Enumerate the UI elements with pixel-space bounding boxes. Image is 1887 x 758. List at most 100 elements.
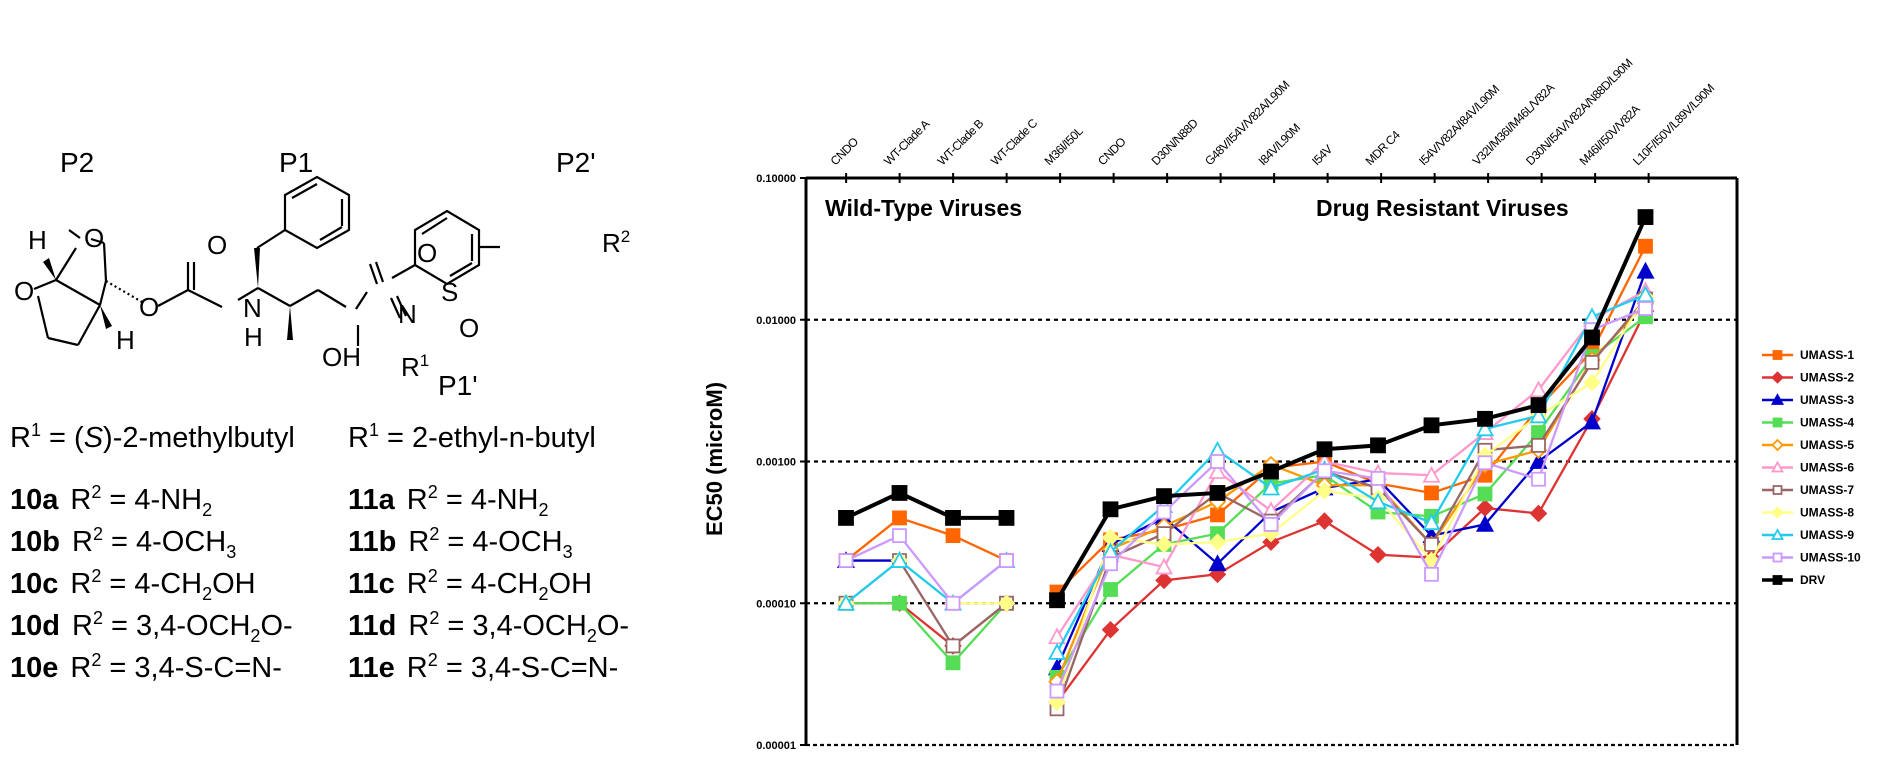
legend-item-umass-6: UMASS-6 [1762, 461, 1854, 475]
x-category-label: D30N/N88D [1149, 116, 1201, 168]
legend-swatch-marker [1771, 371, 1784, 384]
data-point-umass-10 [1424, 566, 1439, 582]
y-axis-title: EC50 (microM) [702, 382, 727, 536]
legend-swatch-marker [1772, 552, 1783, 563]
data-point-umass-2 [1369, 545, 1387, 564]
compound-id: 10e [10, 652, 58, 684]
legend-swatch-marker [1772, 575, 1783, 585]
atom-o-sulfonyl2: O [459, 313, 479, 343]
series-umass-6 [1047, 281, 1655, 645]
atom-o-ester: O [139, 292, 159, 322]
data-point-umass-7 [1531, 437, 1546, 453]
y-axis-ticks: 0.10000 0.01000 0.00100 0.00010 0.00001 [756, 173, 806, 752]
x-category-label: M36I/I50L [1042, 124, 1086, 168]
compound-row-11d: 11d R2 = 3,4-OCH2O- [348, 608, 629, 646]
data-point-umass-3 [1475, 514, 1495, 532]
legend-swatch-marker [1771, 506, 1784, 519]
data-point-umass-10 [999, 553, 1014, 568]
legend-item-umass-4: UMASS-4 [1762, 416, 1854, 430]
compound-row-11a: 11a R2 = 4-NH2 [348, 482, 549, 520]
r1-definition-left: R1 = (S)-2-methylbutyl [10, 420, 295, 454]
data-point-umass-9 [836, 593, 856, 611]
compound-row-10a: 10a R2 = 4-NH2 [10, 482, 212, 520]
legend-swatch-marker [1772, 350, 1783, 360]
compound-id: 10a [10, 484, 59, 516]
site-label-p1-prime: P1' [438, 370, 478, 401]
x-category-label: MDR C4 [1363, 128, 1404, 169]
atom-o-ring2: O [14, 276, 34, 306]
data-point-drv [1637, 209, 1654, 225]
data-point-umass-8 [1048, 693, 1066, 712]
data-point-umass-1 [892, 510, 907, 526]
compound-id: 11a [348, 484, 396, 516]
compound-row-10e: 10e R2 = 3,4-S-C=N- [10, 650, 282, 684]
data-point-umass-9 [890, 551, 909, 568]
x-category-label: CNDO [828, 135, 861, 168]
series-line-umass-2 [846, 602, 1008, 648]
legend-label: UMASS-7 [1800, 483, 1854, 497]
series-line-umass-10 [845, 534, 1008, 605]
data-point-drv [998, 510, 1015, 526]
series-group [836, 209, 1655, 717]
x-category-label: CNDO [1095, 135, 1128, 168]
atom-o-carbonyl: O [207, 230, 227, 260]
series-drv [838, 209, 1654, 609]
data-point-umass-8 [1155, 535, 1173, 554]
data-point-umass-9 [1475, 419, 1495, 437]
data-point-umass-8 [1583, 373, 1601, 392]
substituent-table: R1 = (S)-2-methylbutyl R1 = 2-ethyl-n-bu… [10, 420, 629, 684]
data-point-umass-10 [1317, 463, 1332, 479]
data-point-umass-3 [1636, 261, 1655, 279]
series-line-umass-4 [1056, 315, 1647, 678]
compound-id: 11b [348, 526, 396, 558]
x-category-label: WT-Clade A [881, 117, 932, 168]
x-category-label: I54V [1309, 142, 1335, 168]
data-point-umass-6 [1154, 557, 1174, 575]
legend-label: UMASS-5 [1800, 438, 1854, 452]
legend-label: UMASS-1 [1800, 348, 1854, 362]
data-point-umass-10 [1638, 301, 1653, 316]
data-point-drv [945, 510, 961, 526]
data-point-umass-4 [892, 595, 907, 611]
region-label-drug-resistant: Drug Resistant Viruses [1316, 195, 1569, 221]
data-point-umass-4 [945, 655, 961, 671]
data-point-umass-10 [1370, 470, 1386, 486]
compound-id: 11c [348, 568, 395, 600]
data-point-umass-8 [1208, 533, 1227, 551]
data-point-umass-9 [1368, 492, 1388, 510]
y-tick-label: 0.01000 [756, 315, 796, 327]
data-point-drv [1316, 441, 1333, 458]
data-point-umass-2 [1529, 504, 1548, 523]
site-label-p2-prime: P2' [556, 147, 596, 178]
data-point-umass-8 [997, 594, 1016, 613]
compound-row-10b: 10b R2 = 4-OCH3 [10, 524, 236, 562]
atom-oh: OH [322, 342, 361, 372]
data-point-drv [1263, 463, 1279, 480]
r1-definition-right: R1 = 2-ethyl-n-butyl [348, 420, 596, 454]
atom-h-top: H [28, 225, 47, 255]
series-line-umass-6 [1056, 289, 1647, 638]
data-point-umass-9 [1047, 643, 1067, 660]
series-line-umass-1 [845, 516, 1007, 562]
data-point-umass-2 [1101, 620, 1120, 639]
series-line-umass-8 [1055, 296, 1647, 703]
data-point-umass-10 [1210, 454, 1225, 469]
legend-swatch-marker [1770, 528, 1785, 540]
data-point-umass-10 [892, 528, 907, 544]
atom-h-bottom: H [116, 325, 135, 355]
compound-row-11b: 11b R2 = 4-OCH3 [348, 524, 573, 562]
data-point-drv [1423, 417, 1440, 434]
compound-list-10: 10a R2 = 4-NH2 10b R2 = 4-OCH3 10c R2 = 4-CH2… [10, 482, 293, 684]
legend-item-umass-3: UMASS-3 [1762, 393, 1854, 407]
data-point-umass-10 [1049, 683, 1065, 699]
atom-r2: R2 [602, 227, 630, 258]
data-point-drv [1209, 485, 1226, 501]
atom-r1: R1 [401, 351, 429, 382]
data-point-umass-3 [1529, 452, 1548, 469]
x-category-label: I84V/L90M [1256, 121, 1304, 169]
series-line-umass-9 [845, 559, 1008, 605]
data-point-umass-10 [1103, 556, 1118, 572]
legend-label: UMASS-9 [1800, 528, 1854, 542]
series-line-umass-4 [846, 602, 1008, 665]
